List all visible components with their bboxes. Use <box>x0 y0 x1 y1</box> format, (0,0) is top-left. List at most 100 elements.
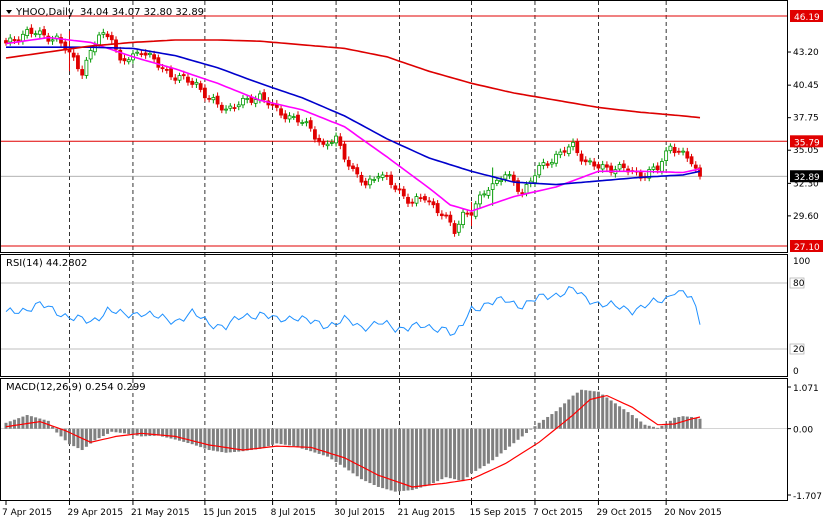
chart-frames <box>0 0 788 501</box>
time-axis-label: 30 Jul 2015 <box>334 508 385 518</box>
macd-histogram-bar <box>381 428 385 489</box>
macd-histogram-bar <box>609 400 613 429</box>
time-axis-label: 29 Apr 2015 <box>67 508 123 518</box>
candle-body <box>393 185 398 190</box>
macd-histogram-bar <box>660 425 664 429</box>
candle-body <box>583 159 588 163</box>
candle-body <box>42 29 46 36</box>
macd-histogram-bar <box>508 428 512 447</box>
macd-histogram-bar <box>207 428 211 451</box>
candle-body <box>296 114 300 123</box>
candle-body <box>490 183 495 190</box>
candle-body <box>588 160 592 163</box>
candle-body <box>211 97 216 101</box>
rsi-level-box <box>789 343 805 355</box>
candle-body <box>571 141 575 147</box>
macd-histogram-bar <box>249 428 253 451</box>
level-tag-box <box>790 240 823 252</box>
macd-histogram-bar <box>241 428 245 452</box>
level-tag-label: 35.79 <box>794 138 820 148</box>
candle-body <box>469 212 474 216</box>
macd-histogram-bar <box>368 428 372 484</box>
candle-body <box>562 150 567 153</box>
macd-histogram-bar <box>478 428 482 469</box>
macd-histogram-bar <box>622 409 626 429</box>
candle-body <box>97 34 101 46</box>
collapse-triangle-icon[interactable] <box>6 10 12 14</box>
candle-body <box>414 196 419 204</box>
candle-body <box>156 57 161 68</box>
macd-axis-label: -1.707 <box>793 492 822 502</box>
current-price-tag-box <box>790 170 823 183</box>
candle-body <box>126 59 131 63</box>
candle-body <box>541 162 546 166</box>
macd-histogram-bar <box>605 397 609 429</box>
macd-histogram <box>4 389 702 492</box>
macd-histogram-bar <box>106 428 110 434</box>
candle-body <box>689 156 694 165</box>
macd-histogram-bar <box>21 416 25 429</box>
macd-histogram-bar <box>685 416 689 429</box>
candle-body <box>279 108 283 116</box>
price-axis-label: 43.20 <box>793 48 819 58</box>
candle-body <box>516 180 520 192</box>
macd-histogram-bar <box>144 428 148 437</box>
candle-body <box>241 97 245 106</box>
candle-body <box>524 184 529 194</box>
macd-histogram-bar <box>495 428 499 457</box>
macd-histogram-bar <box>398 428 402 492</box>
macd-histogram-bar <box>385 428 389 490</box>
macd-histogram-bar <box>690 416 694 429</box>
candle-body <box>537 165 542 176</box>
macd-histogram-bar <box>254 428 258 450</box>
macd-histogram-bar <box>482 428 486 467</box>
level-tag-box <box>790 135 823 148</box>
candle-body <box>33 33 38 36</box>
macd-histogram-bar <box>271 428 275 445</box>
macd-histogram-bar <box>499 428 503 454</box>
candle-body <box>448 214 453 223</box>
macd-histogram-bar <box>8 421 12 429</box>
macd-histogram-bar <box>389 428 393 491</box>
candle-body <box>122 58 127 62</box>
candle-body <box>236 104 241 108</box>
macd-histogram-bar <box>664 423 668 429</box>
macd-histogram-bar <box>347 428 351 471</box>
macd-histogram-bar <box>613 403 617 429</box>
macd-histogram-bar <box>313 428 317 453</box>
candle-body <box>37 30 42 35</box>
candle-body <box>554 153 559 164</box>
candle-body <box>177 75 182 81</box>
macd-histogram-bar <box>630 415 634 429</box>
current-price-tag-label: 32.89 <box>794 173 820 183</box>
candle-body <box>308 120 313 129</box>
candle-body <box>270 103 275 106</box>
candle-body <box>228 105 233 109</box>
macd-histogram-bar <box>427 428 431 486</box>
rsi-axis-label: 100 <box>793 257 810 267</box>
macd-histogram-bar <box>34 417 38 429</box>
candle-body <box>397 188 402 191</box>
candle-body <box>46 35 51 42</box>
macd-histogram-bar <box>651 426 655 429</box>
macd-histogram-bar <box>114 428 118 433</box>
macd-histogram-bar <box>131 428 135 435</box>
macd-histogram-bar <box>618 406 622 429</box>
macd-histogram-bar <box>304 428 308 450</box>
macd-histogram-bar <box>503 428 507 451</box>
macd-histogram-bar <box>355 428 359 477</box>
rsi-level-box <box>789 277 805 289</box>
macd-histogram-bar <box>419 428 423 488</box>
candle-body <box>329 142 334 144</box>
candle-body <box>638 172 643 179</box>
candle-body <box>444 214 448 217</box>
macd-histogram-bar <box>474 428 478 471</box>
macd-histogram-bar <box>59 428 63 437</box>
macd-histogram-bar <box>376 428 380 487</box>
price-axis-label: 37.75 <box>793 114 819 124</box>
macd-histogram-bar <box>596 391 600 429</box>
macd-histogram-bar <box>554 411 558 429</box>
candle-body <box>617 164 622 170</box>
macd-histogram-bar <box>580 389 584 429</box>
